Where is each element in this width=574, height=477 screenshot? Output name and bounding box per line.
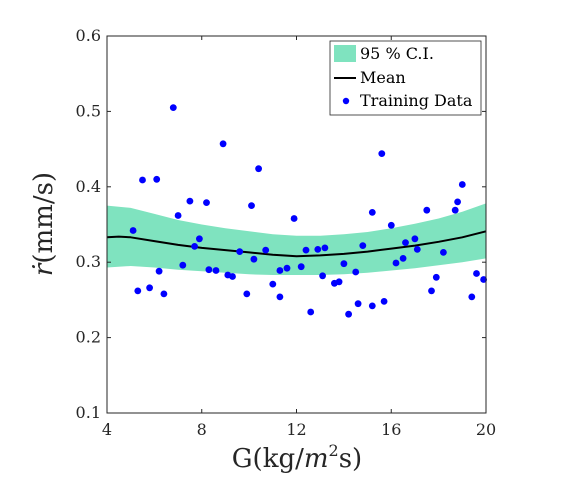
training-point [378,150,386,158]
training-point [354,300,362,308]
training-point [186,197,194,205]
training-point [134,287,142,295]
training-point [196,235,203,243]
x-tick-label: 4 [102,420,112,439]
training-point [248,202,255,210]
training-point [276,267,284,274]
confidence-interval-layer [107,203,486,275]
legend-training-swatch [342,97,350,105]
y-tick-label: 0.5 [76,101,101,120]
mean-line-layer [106,230,487,258]
training-point [174,212,182,219]
training-point [307,308,315,316]
x-tick-label: 16 [381,420,401,439]
training-point [335,278,343,286]
training-point [219,140,227,148]
training-point [229,273,236,280]
training-point [319,272,326,280]
training-point [458,181,466,188]
legend-ci-swatch [334,45,356,62]
x-axis-label: G(kg/m2s) [232,441,362,474]
training-point [302,246,310,254]
training-point [399,255,407,262]
x-axis-label-post: s) [339,444,363,474]
y-axis-label: ṙ(mm/s) [29,172,59,276]
training-point [262,246,270,254]
ci-band [107,203,486,275]
training-point [297,263,305,271]
training-point [290,215,298,222]
training-point [380,298,388,305]
training-points-layer [129,104,487,318]
training-point [359,242,367,250]
training-point [236,248,244,256]
x-axis-label-pre: G(kg/ [232,444,304,474]
training-point [340,260,348,268]
x-tick-label: 12 [286,420,306,439]
training-point [269,280,277,288]
training-point [191,243,199,250]
training-point [473,270,480,277]
training-point [146,284,154,292]
training-point [368,209,376,216]
training-point [352,268,360,276]
x-tick-label: 20 [476,420,496,439]
y-axis-label-var: ṙ [29,262,59,276]
training-point [276,293,284,301]
training-point [321,244,329,252]
training-point [212,267,220,274]
training-point [411,235,419,243]
training-point [402,239,409,247]
legend-training-label: Training Data [360,91,473,110]
legend: 95 % C.I. Mean Training Data [329,40,482,116]
training-point [139,176,146,184]
training-point [423,206,431,214]
training-point [155,267,163,275]
x-axis-label-var: m [304,444,329,474]
training-point [153,175,161,183]
training-point [203,199,210,207]
training-point [428,287,435,295]
training-point [387,221,395,229]
training-point [179,261,187,269]
training-point [160,290,168,298]
training-point [451,206,459,214]
y-tick-label: 0.3 [76,252,101,271]
x-axis-label-sup: 2 [329,441,339,460]
ticks-layer: 4 8 12 16 20 0.1 0.2 0.3 0.4 0.5 0.6 [76,26,497,439]
y-axis-label-unit: (mm/s) [29,172,59,264]
legend-mean-label: Mean [360,68,406,87]
x-tick-label: 8 [197,420,207,439]
y-tick-label: 0.1 [76,403,101,422]
y-tick-label: 0.6 [76,26,101,45]
legend-ci-label: 95 % C.I. [360,44,434,63]
training-point [205,266,213,274]
training-point [250,255,258,263]
training-point [283,264,291,272]
training-point [368,302,376,310]
training-point [413,246,421,253]
training-point [314,246,322,253]
y-tick-label: 0.4 [76,177,101,196]
training-point [129,227,137,234]
training-point [440,249,447,256]
training-point [468,293,476,301]
training-point [345,310,352,318]
training-point [243,290,251,298]
training-point [392,259,400,267]
training-point [454,198,461,206]
mean-line [106,230,487,258]
y-tick-label: 0.2 [76,328,101,347]
training-point [480,276,487,283]
training-point [169,104,177,111]
training-point [432,273,440,281]
training-point [255,165,262,173]
